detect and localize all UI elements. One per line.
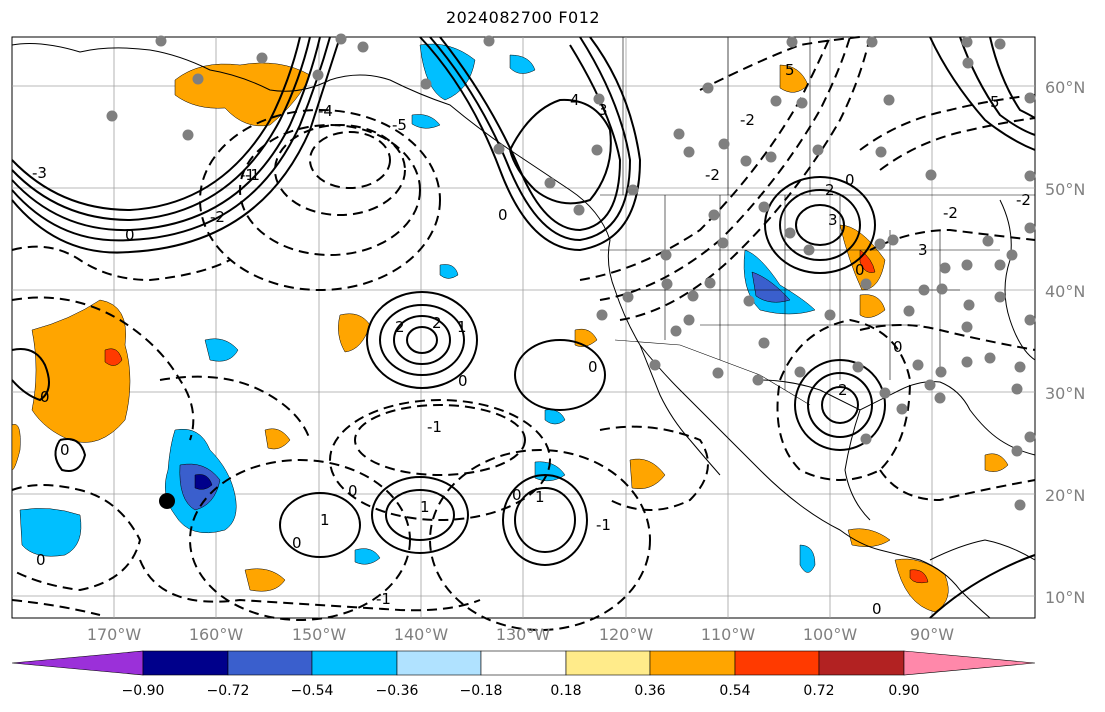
lat-label-40n: 40°N <box>1045 282 1086 301</box>
positive-contours <box>11 36 1036 619</box>
svg-text:-5: -5 <box>392 116 407 134</box>
colorbar-tick: 0.36 <box>634 683 666 699</box>
svg-text:0: 0 <box>498 206 508 224</box>
svg-text:-2: -2 <box>943 204 958 222</box>
lon-label-160w: 160°W <box>188 625 244 644</box>
svg-text:-2: -2 <box>1016 191 1031 209</box>
svg-text:0: 0 <box>855 261 865 279</box>
svg-text:0: 0 <box>36 551 46 569</box>
svg-text:2: 2 <box>395 318 405 336</box>
svg-text:0: 0 <box>893 338 903 356</box>
svg-text:0: 0 <box>872 600 882 618</box>
colorbar-tick: 0.90 <box>888 683 920 699</box>
lon-label-130w: 130°W <box>495 625 551 644</box>
colorbar-over-arrow <box>903 650 1036 676</box>
svg-text:-4: -4 <box>318 102 333 120</box>
map-title: 2024082700 F012 <box>445 8 601 27</box>
svg-text:0: 0 <box>458 372 468 390</box>
svg-text:5: 5 <box>990 93 1000 111</box>
colorbar-tick: −0.36 <box>375 683 419 699</box>
svg-text:0: 0 <box>292 534 302 552</box>
svg-text:1: 1 <box>420 498 430 516</box>
negative-contours <box>11 36 1036 631</box>
map-frame <box>11 36 1036 619</box>
svg-text:-1: -1 <box>245 166 260 184</box>
lat-label-10n: 10°N <box>1045 588 1086 607</box>
svg-text:0: 0 <box>348 482 358 500</box>
svg-text:2: 2 <box>432 314 442 332</box>
colorbar-swatch <box>649 650 736 676</box>
svg-text:-2: -2 <box>210 208 225 226</box>
colorbar-swatch <box>734 650 820 676</box>
svg-text:0: 0 <box>512 486 522 504</box>
colorbar-swatch <box>396 650 482 676</box>
lat-label-20n: 20°N <box>1045 486 1086 505</box>
colorbar-swatch <box>565 650 651 676</box>
svg-text:0: 0 <box>845 171 855 189</box>
colorbar-tick: 0.18 <box>550 683 582 699</box>
colorbar-tick: 0.72 <box>803 683 835 699</box>
colorbar-tick: −0.72 <box>206 683 250 699</box>
colorbar-swatch <box>227 650 313 676</box>
lon-label-110w: 110°W <box>700 625 756 644</box>
lon-label-170w: 170°W <box>86 625 142 644</box>
svg-text:-1: -1 <box>596 516 611 534</box>
shaded-field <box>11 43 1009 613</box>
colorbar <box>11 650 1036 676</box>
svg-text:1: 1 <box>457 318 467 336</box>
coastlines <box>11 43 1036 619</box>
svg-text:-2: -2 <box>705 166 720 184</box>
colorbar-tick: −0.54 <box>290 683 334 699</box>
svg-text:3: 3 <box>828 211 838 229</box>
svg-text:0: 0 <box>588 358 598 376</box>
svg-text:-1: -1 <box>240 166 255 184</box>
colorbar-tick: −0.18 <box>459 683 503 699</box>
svg-text:3: 3 <box>598 101 608 119</box>
colorbar-swatch <box>818 650 905 676</box>
svg-text:-1: -1 <box>427 418 442 436</box>
colorbar-swatch <box>480 650 567 676</box>
colorbar-tick: 0.54 <box>719 683 751 699</box>
colorbar-under-arrow <box>11 650 144 676</box>
svg-text:-3: -3 <box>32 164 47 182</box>
lat-label-60n: 60°N <box>1045 78 1086 97</box>
svg-text:4: 4 <box>570 91 580 109</box>
svg-text:3: 3 <box>918 241 928 259</box>
lon-label-150w: 150°W <box>291 625 347 644</box>
station-dots <box>106 33 1036 511</box>
lat-label-50n: 50°N <box>1045 180 1086 199</box>
svg-text:2: 2 <box>825 181 835 199</box>
lon-label-100w: 100°W <box>802 625 858 644</box>
contour-labels: 0 -1 -2 -4 -5 0 4 3 2 2 1 0 -1 0 1 1 1 0… <box>32 61 1031 618</box>
lat-label-30n: 30°N <box>1045 384 1086 403</box>
svg-text:0: 0 <box>60 441 70 459</box>
lon-label-90w: 90°W <box>909 625 955 644</box>
svg-text:1: 1 <box>535 488 545 506</box>
svg-text:-1: -1 <box>376 590 391 608</box>
colorbar-swatch <box>142 650 229 676</box>
svg-text:0: 0 <box>125 226 135 244</box>
colorbar-tick: −0.90 <box>121 683 165 699</box>
svg-text:0: 0 <box>40 388 50 406</box>
lon-label-120w: 120°W <box>598 625 654 644</box>
lon-label-140w: 140°W <box>393 625 449 644</box>
svg-text:2: 2 <box>838 381 848 399</box>
location-marker <box>159 493 175 509</box>
svg-text:-2: -2 <box>740 111 755 129</box>
svg-text:5: 5 <box>785 61 795 79</box>
svg-text:1: 1 <box>320 511 330 529</box>
colorbar-swatch <box>311 650 398 676</box>
